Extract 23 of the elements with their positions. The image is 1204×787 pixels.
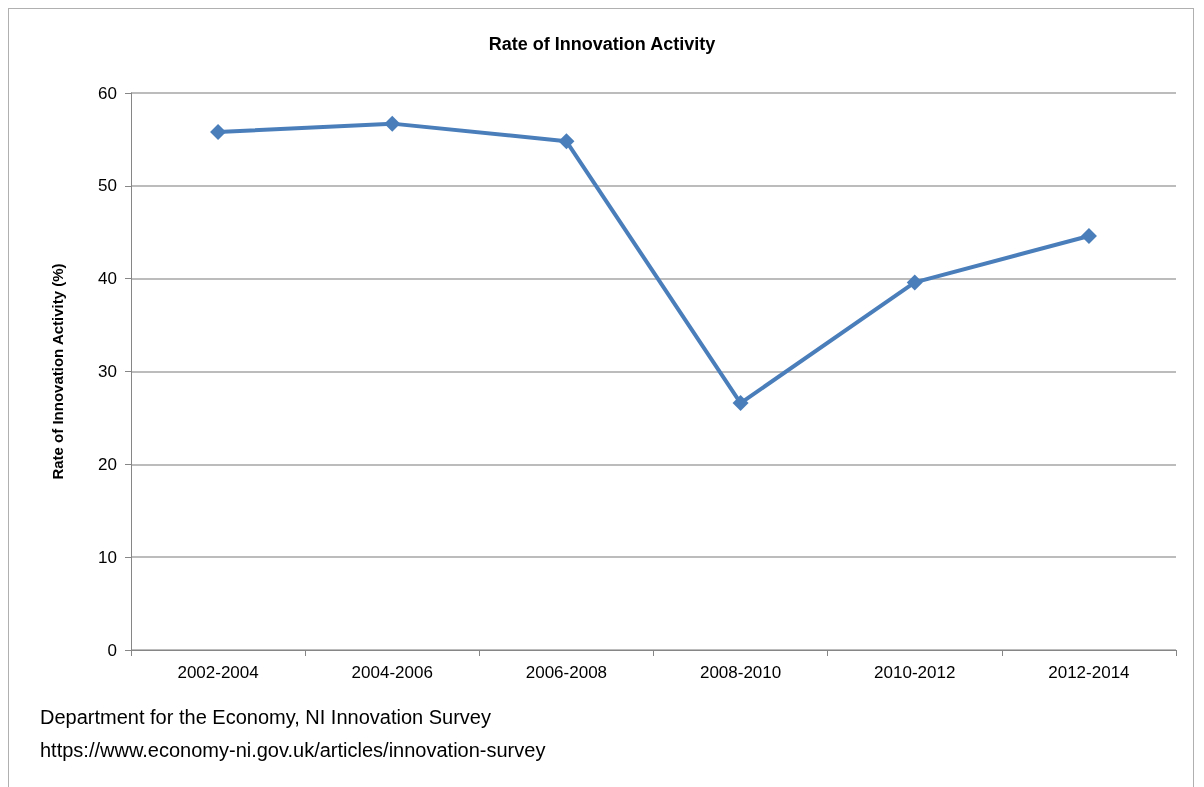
text: Department for the Economy, NI Innovation Survey xyxy=(40,706,491,728)
x-tick-label: 2006-2008 xyxy=(525,663,608,682)
y-tick-label: 0 xyxy=(107,640,117,660)
y-tick-label: 50 xyxy=(98,176,117,196)
y-tick-label: 30 xyxy=(98,362,117,381)
chart-title: Rate of Innovation Activity xyxy=(488,34,716,54)
x-tick-label: 2010-2012 xyxy=(874,663,956,682)
text: https://www.economy-ni.gov.uk/articles/innovation-survey xyxy=(40,739,546,761)
y-tick-label: 20 xyxy=(98,454,117,474)
x-tick-label: 2008-2010 xyxy=(699,663,782,682)
point xyxy=(1080,227,1097,244)
point xyxy=(558,133,575,150)
point xyxy=(732,395,749,412)
y-tick-label: 10 xyxy=(98,547,117,567)
x-tick-label: 2004-2006 xyxy=(351,663,433,682)
x-tick-label: 2012-2014 xyxy=(1048,663,1130,682)
point xyxy=(210,123,227,140)
x-tick-label: 2002-2004 xyxy=(177,663,259,682)
y-tick-label: 60 xyxy=(98,83,117,103)
point xyxy=(384,115,401,132)
y-tick-label: 40 xyxy=(98,269,117,289)
point xyxy=(906,274,923,291)
y-axis-title: Rate of Innovation Activity (%) xyxy=(49,263,66,480)
